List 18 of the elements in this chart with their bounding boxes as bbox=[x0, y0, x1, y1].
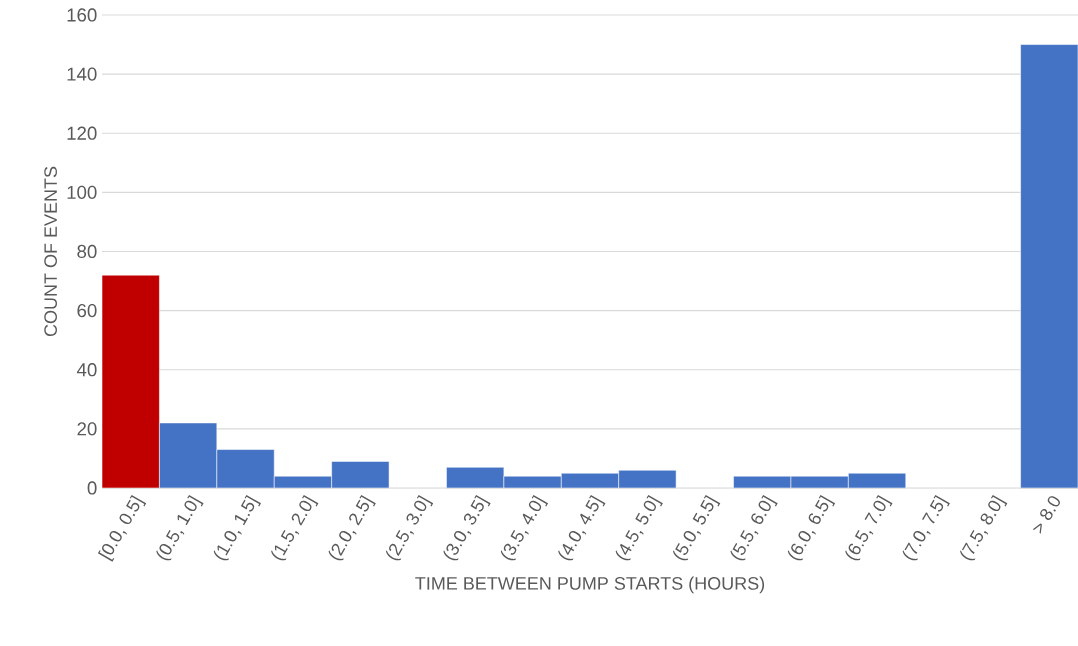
x-tick-label: (3.0, 3.5] bbox=[443, 494, 491, 561]
y-tick-label: 160 bbox=[67, 8, 97, 22]
x-axis-title: TIME BETWEEN PUMP STARTS (HOURS) bbox=[415, 576, 765, 594]
x-tick-label: (1.0, 1.5] bbox=[213, 494, 261, 561]
x-tick-label: (6.0, 6.5] bbox=[787, 494, 836, 561]
y-tick-label: 40 bbox=[76, 363, 97, 377]
y-axis-title: COUNT OF EVENTS bbox=[44, 166, 57, 337]
x-tick-label: (7.0, 7.5] bbox=[902, 494, 950, 561]
y-tick-label: 100 bbox=[67, 185, 97, 199]
y-tick-label: 80 bbox=[77, 244, 97, 259]
y-tick-label: 120 bbox=[67, 126, 97, 140]
x-tick-label: > 8.0 bbox=[1032, 496, 1060, 534]
y-tick-label: 60 bbox=[77, 303, 97, 318]
y-tick-label: 140 bbox=[67, 67, 97, 81]
y-tick-label: 0 bbox=[87, 481, 97, 495]
y-tick-label: 20 bbox=[77, 422, 97, 436]
x-tick-label: (5.0, 5.5] bbox=[673, 494, 721, 561]
x-tick-label: (4.0, 4.5] bbox=[558, 494, 606, 561]
